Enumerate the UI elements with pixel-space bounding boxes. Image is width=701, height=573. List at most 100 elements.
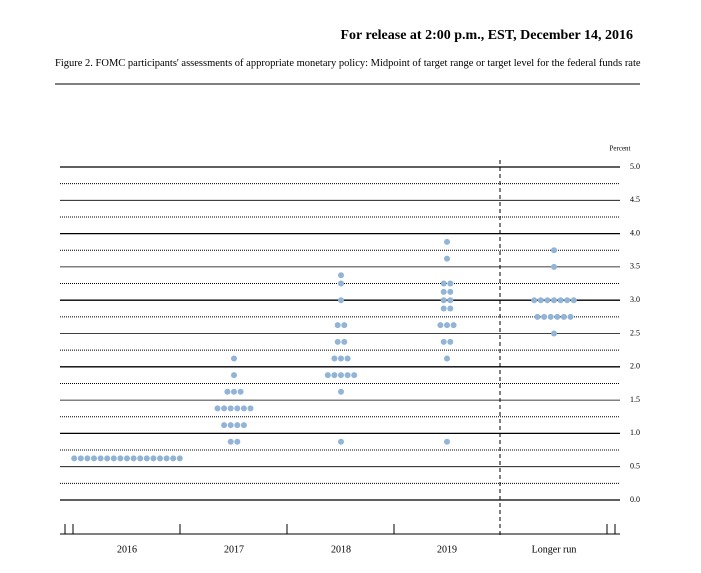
dot xyxy=(444,438,450,445)
dot xyxy=(324,372,331,379)
dot xyxy=(338,438,344,445)
y-tick-label: 1.5 xyxy=(630,395,640,404)
y-tick-label: 2.5 xyxy=(630,328,640,337)
dot xyxy=(71,455,78,462)
dot xyxy=(341,338,348,345)
x-tick-label: Longer run xyxy=(532,544,577,555)
dot xyxy=(551,297,557,304)
dot xyxy=(231,372,237,379)
dot xyxy=(150,455,157,462)
dot xyxy=(84,455,91,462)
x-axis xyxy=(60,524,620,535)
dot xyxy=(104,455,111,462)
dot xyxy=(570,297,577,304)
y-tick-label: 3.5 xyxy=(630,262,640,271)
dot xyxy=(231,388,237,395)
dot xyxy=(231,355,237,362)
y-tick-label: 0.0 xyxy=(630,495,640,504)
dot xyxy=(237,388,244,395)
dot xyxy=(440,338,447,345)
figure-title: Figure 2. FOMC participants' assessments… xyxy=(55,58,641,69)
dot xyxy=(541,313,548,320)
dot xyxy=(564,297,571,304)
y-tick-label: 5.0 xyxy=(630,162,640,171)
dot xyxy=(440,288,447,295)
dot xyxy=(440,305,447,312)
y-axis-label: Percent xyxy=(610,145,631,153)
dot xyxy=(544,297,551,304)
dot xyxy=(440,280,447,287)
dot xyxy=(234,422,241,429)
dot xyxy=(537,297,544,304)
dot xyxy=(551,247,557,254)
dot xyxy=(221,422,228,429)
dot xyxy=(234,438,241,445)
dot xyxy=(444,255,450,262)
dot xyxy=(214,405,221,412)
x-tick-label: 2019 xyxy=(437,544,457,555)
x-tick-label: 2016 xyxy=(117,544,137,555)
dot xyxy=(338,388,344,395)
y-tick-label: 4.0 xyxy=(630,228,640,237)
dot xyxy=(240,422,247,429)
dot xyxy=(567,313,574,320)
dot xyxy=(163,455,170,462)
dot xyxy=(444,355,450,362)
dot xyxy=(137,455,144,462)
dot xyxy=(227,422,234,429)
dot xyxy=(444,322,450,329)
dot xyxy=(551,330,557,337)
y-tick-label: 3.0 xyxy=(630,295,640,304)
dot xyxy=(341,322,348,329)
dot xyxy=(170,455,177,462)
dot xyxy=(450,322,457,329)
dot xyxy=(143,455,150,462)
dot xyxy=(444,238,450,245)
dot xyxy=(554,313,561,320)
y-tick-label: 2.0 xyxy=(630,362,640,371)
dot xyxy=(447,297,454,304)
dot xyxy=(534,313,541,320)
dot xyxy=(124,455,130,462)
dot xyxy=(221,405,228,412)
dot xyxy=(334,338,341,345)
dot xyxy=(110,455,117,462)
dot xyxy=(447,288,454,295)
dot xyxy=(157,455,163,462)
dot xyxy=(344,372,351,379)
dot xyxy=(338,297,344,304)
x-tick-label: 2018 xyxy=(331,544,351,555)
dot xyxy=(440,297,447,304)
y-tick-label: 1.0 xyxy=(630,428,640,437)
dot xyxy=(227,405,234,412)
dot xyxy=(224,388,231,395)
dot xyxy=(334,322,341,329)
y-tick-label: 0.5 xyxy=(630,462,640,471)
dot xyxy=(91,455,97,462)
dot xyxy=(227,438,234,445)
release-header: For release at 2:00 p.m., EST, December … xyxy=(340,28,633,43)
dot xyxy=(247,405,254,412)
dot xyxy=(338,280,344,287)
dot xyxy=(447,338,454,345)
dot xyxy=(331,355,338,362)
dot xyxy=(344,355,351,362)
dot xyxy=(77,455,84,462)
dot xyxy=(97,455,104,462)
dot xyxy=(338,272,344,279)
dot xyxy=(338,372,344,379)
dot xyxy=(531,297,538,304)
dot xyxy=(447,280,454,287)
dot xyxy=(447,305,454,312)
dot xyxy=(117,455,124,462)
dot xyxy=(560,313,567,320)
x-tick-label: 2017 xyxy=(224,544,244,555)
dot xyxy=(331,372,338,379)
y-tick-label: 4.5 xyxy=(630,195,640,204)
dot xyxy=(351,372,358,379)
dot xyxy=(130,455,137,462)
dot xyxy=(557,297,564,304)
dot xyxy=(240,405,247,412)
